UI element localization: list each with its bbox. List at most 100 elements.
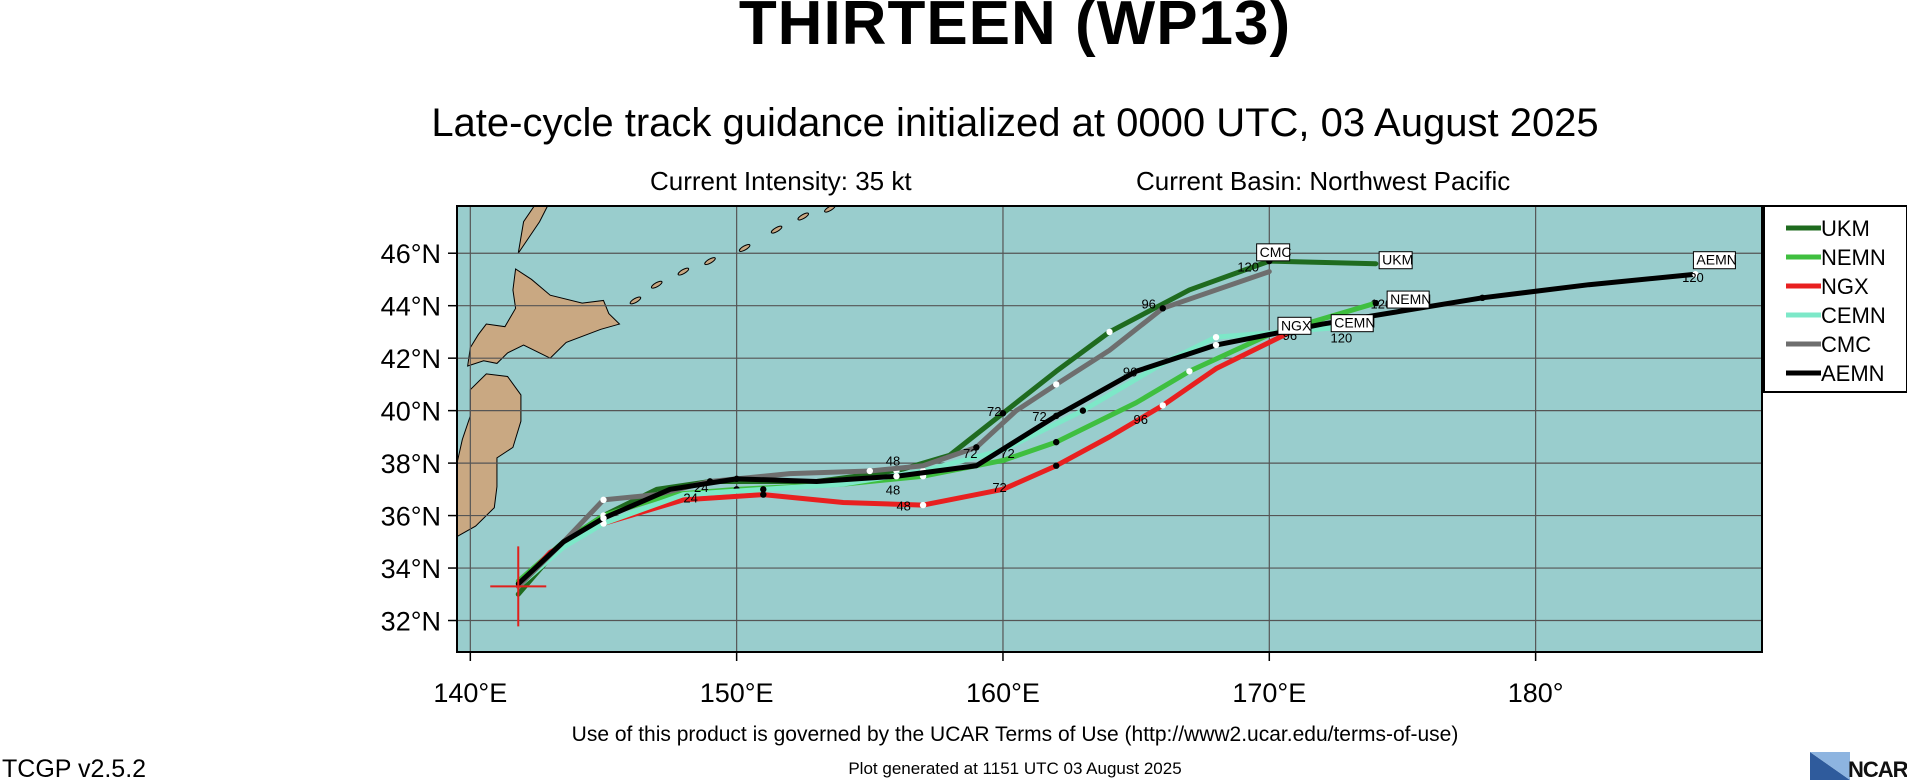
plot-generated-time: Plot generated at 1151 UTC 03 August 202… xyxy=(848,759,1182,778)
forecast-hour-label: 72 xyxy=(1032,409,1046,424)
track-cmc xyxy=(515,269,1272,589)
island-0 xyxy=(629,296,642,305)
end-label-box xyxy=(1378,251,1413,270)
y-tick-label: 34°N xyxy=(381,554,441,584)
track-point-nemn xyxy=(1053,438,1060,446)
forecast-hour-label: 120 xyxy=(1331,330,1353,345)
track-end-label-cmc: CMC xyxy=(1256,243,1292,262)
plot-frame xyxy=(456,205,1763,653)
terms-of-use: Use of this product is governed by the U… xyxy=(571,723,1459,746)
y-tick-label: 42°N xyxy=(381,344,441,374)
forecast-hour-label: 72 xyxy=(987,404,1001,419)
forecast-hour-label: 120 xyxy=(1682,270,1704,285)
legend-label-ngx: NGX xyxy=(1821,274,1869,299)
end-label-text: NGX xyxy=(1281,317,1312,333)
legend-label-cemn: CEMN xyxy=(1821,303,1886,328)
ocean-background xyxy=(457,206,1762,652)
land-mass-1 xyxy=(467,268,621,367)
forecast-hour-label: 72 xyxy=(1000,446,1014,461)
track-point-ngx xyxy=(919,501,927,509)
x-tick-label: 150°E xyxy=(700,678,774,708)
island-3 xyxy=(704,257,716,266)
end-label-text: NEMN xyxy=(1390,291,1431,307)
end-label-box xyxy=(1386,290,1430,309)
x-tick-label: 170°E xyxy=(1232,678,1306,708)
track-point-aemn xyxy=(600,515,607,522)
track-point-nemn xyxy=(1186,368,1193,375)
forecast-hour-label: 48 xyxy=(886,483,900,498)
track-point-cemn xyxy=(760,486,767,493)
track-end-label-ukm: UKM xyxy=(1378,251,1413,270)
y-tick-label: 44°N xyxy=(381,292,441,322)
chart-subtitle: Late-cycle track guidance initialized at… xyxy=(431,101,1599,145)
end-label-box xyxy=(1256,243,1291,262)
legend-label-ukm: UKM xyxy=(1821,216,1870,241)
island-2 xyxy=(677,267,690,276)
track-point-cmc xyxy=(1053,381,1060,388)
forecast-hour-label: 48 xyxy=(886,454,900,469)
end-label-box xyxy=(1692,251,1736,270)
end-label-box xyxy=(1330,314,1374,333)
end-label-text: CEMN xyxy=(1334,315,1375,331)
y-tick-label: 32°N xyxy=(381,607,441,637)
track-point-ukm xyxy=(999,410,1007,417)
track-point-cmc xyxy=(973,444,980,451)
track-end-label-ngx: NGX xyxy=(1277,316,1312,335)
forecast-hour-label: 96 xyxy=(1123,365,1137,380)
track-point-aemn xyxy=(1212,341,1220,349)
ncar-logo-icon xyxy=(1810,752,1850,780)
current-intensity: Current Intensity: 35 kt xyxy=(650,166,912,196)
chart-title: THIRTEEN (WP13) xyxy=(738,0,1292,58)
y-tick-label: 38°N xyxy=(381,449,441,479)
forecast-hour-label: 24 xyxy=(694,480,708,495)
track-point-aemn xyxy=(1053,412,1060,420)
forecast-hour-label: 120 xyxy=(1237,260,1259,275)
track-point-aemn xyxy=(733,475,740,483)
forecast-hour-label: 48 xyxy=(896,498,910,513)
x-tick-label: 140°E xyxy=(433,678,507,708)
track-point-cemn xyxy=(1212,333,1220,341)
legend-label-nemn: NEMN xyxy=(1821,245,1886,270)
island-6 xyxy=(797,212,810,221)
track-point-aemn xyxy=(893,473,900,480)
track-point-aemn xyxy=(1692,271,1699,278)
end-label-box xyxy=(1277,316,1312,335)
forecast-hour-label: 24 xyxy=(683,490,697,505)
end-label-text: CMC xyxy=(1260,244,1292,260)
track-end-label-cemn: CEMN xyxy=(1330,314,1375,333)
legend-label-aemn: AEMN xyxy=(1821,361,1885,386)
island-4 xyxy=(738,244,751,252)
ncar-logo-text: NCAR xyxy=(1848,757,1907,782)
track-point-cemn xyxy=(1079,407,1087,414)
end-label-text: AEMN xyxy=(1696,252,1736,268)
forecast-hour-label: 72 xyxy=(992,480,1006,495)
track-point-aemn xyxy=(1479,294,1486,302)
legend-box xyxy=(1763,205,1907,393)
forecast-hour-label: 72 xyxy=(963,446,977,461)
legend-label-cmc: CMC xyxy=(1821,332,1871,357)
track-point-cmc xyxy=(1159,305,1166,312)
island-1 xyxy=(650,280,663,289)
island-5 xyxy=(770,225,783,234)
track-point-ngx xyxy=(1159,402,1166,409)
track-point-cmc xyxy=(866,467,874,475)
forecast-hour-label: 96 xyxy=(1133,412,1147,427)
track-point-nemn xyxy=(1372,299,1380,307)
y-tick-label: 40°N xyxy=(381,397,441,427)
y-tick-label: 36°N xyxy=(381,502,441,532)
end-label-text: UKM xyxy=(1382,252,1413,268)
y-tick-label: 46°N xyxy=(381,239,441,269)
track-point-ngx xyxy=(760,491,767,498)
track-point-ngx xyxy=(1053,462,1060,469)
track-end-label-nemn: NEMN xyxy=(1386,290,1431,309)
track-end-label-aemn: AEMN xyxy=(1692,251,1737,270)
forecast-hour-label: 96 xyxy=(1141,296,1155,311)
land-mass-0 xyxy=(457,373,522,538)
current-basin: Current Basin: Northwest Pacific xyxy=(1136,166,1511,196)
version-label: TCGP v2.5.2 xyxy=(2,755,147,783)
x-tick-label: 180° xyxy=(1508,678,1564,708)
track-point-cmc xyxy=(600,496,607,504)
x-tick-label: 160°E xyxy=(966,678,1040,708)
